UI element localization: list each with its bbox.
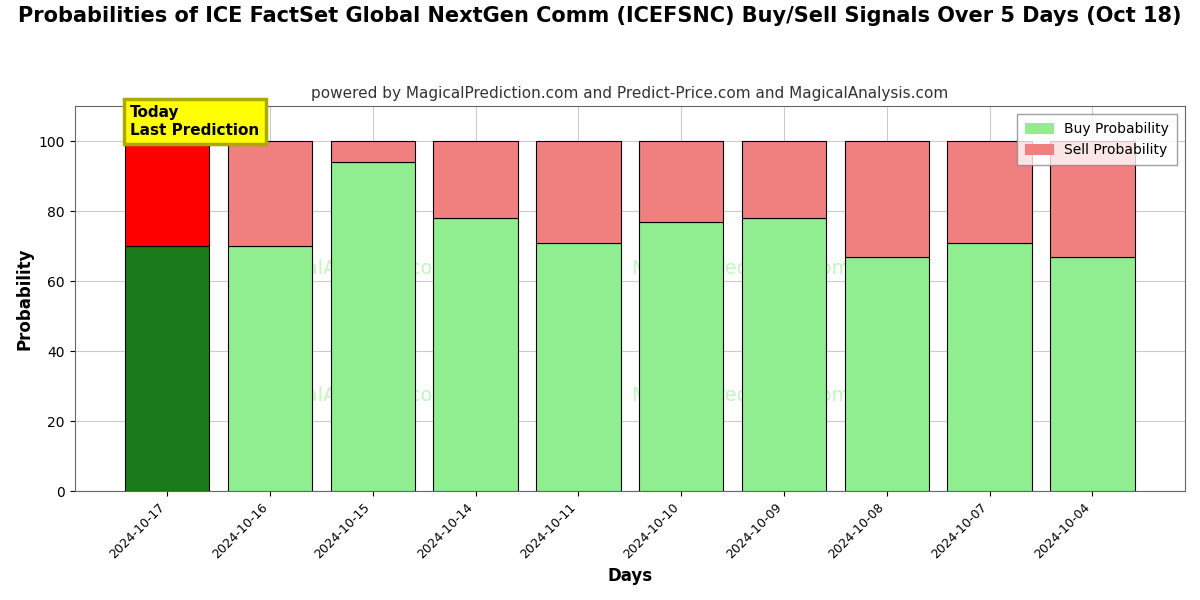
Bar xyxy=(948,243,1032,491)
Bar xyxy=(1050,142,1134,257)
Title: powered by MagicalPrediction.com and Predict-Price.com and MagicalAnalysis.com: powered by MagicalPrediction.com and Pre… xyxy=(311,86,948,101)
Bar xyxy=(640,222,724,491)
Bar xyxy=(536,142,620,243)
Bar xyxy=(331,163,415,491)
Text: MagicalPrediction.com: MagicalPrediction.com xyxy=(631,259,851,278)
Bar xyxy=(433,218,517,491)
Bar xyxy=(845,142,929,257)
Bar xyxy=(125,247,210,491)
Text: calAnalysis.com: calAnalysis.com xyxy=(296,386,452,404)
Bar xyxy=(228,247,312,491)
Bar xyxy=(1050,257,1134,491)
Bar xyxy=(845,257,929,491)
Bar xyxy=(742,218,826,491)
Bar xyxy=(640,142,724,222)
Legend: Buy Probability, Sell Probability: Buy Probability, Sell Probability xyxy=(1016,113,1177,165)
Text: calAnalysis.com: calAnalysis.com xyxy=(296,259,452,278)
Bar xyxy=(125,142,210,247)
Text: MagicalPrediction.com: MagicalPrediction.com xyxy=(631,386,851,404)
Bar xyxy=(742,142,826,218)
Text: Probabilities of ICE FactSet Global NextGen Comm (ICEFSNC) Buy/Sell Signals Over: Probabilities of ICE FactSet Global Next… xyxy=(18,6,1182,26)
Y-axis label: Probability: Probability xyxy=(16,248,34,350)
X-axis label: Days: Days xyxy=(607,567,653,585)
Bar xyxy=(948,142,1032,243)
Bar xyxy=(228,142,312,247)
Text: Today
Last Prediction: Today Last Prediction xyxy=(131,106,259,138)
Bar xyxy=(536,243,620,491)
Bar xyxy=(331,142,415,163)
Bar xyxy=(433,142,517,218)
